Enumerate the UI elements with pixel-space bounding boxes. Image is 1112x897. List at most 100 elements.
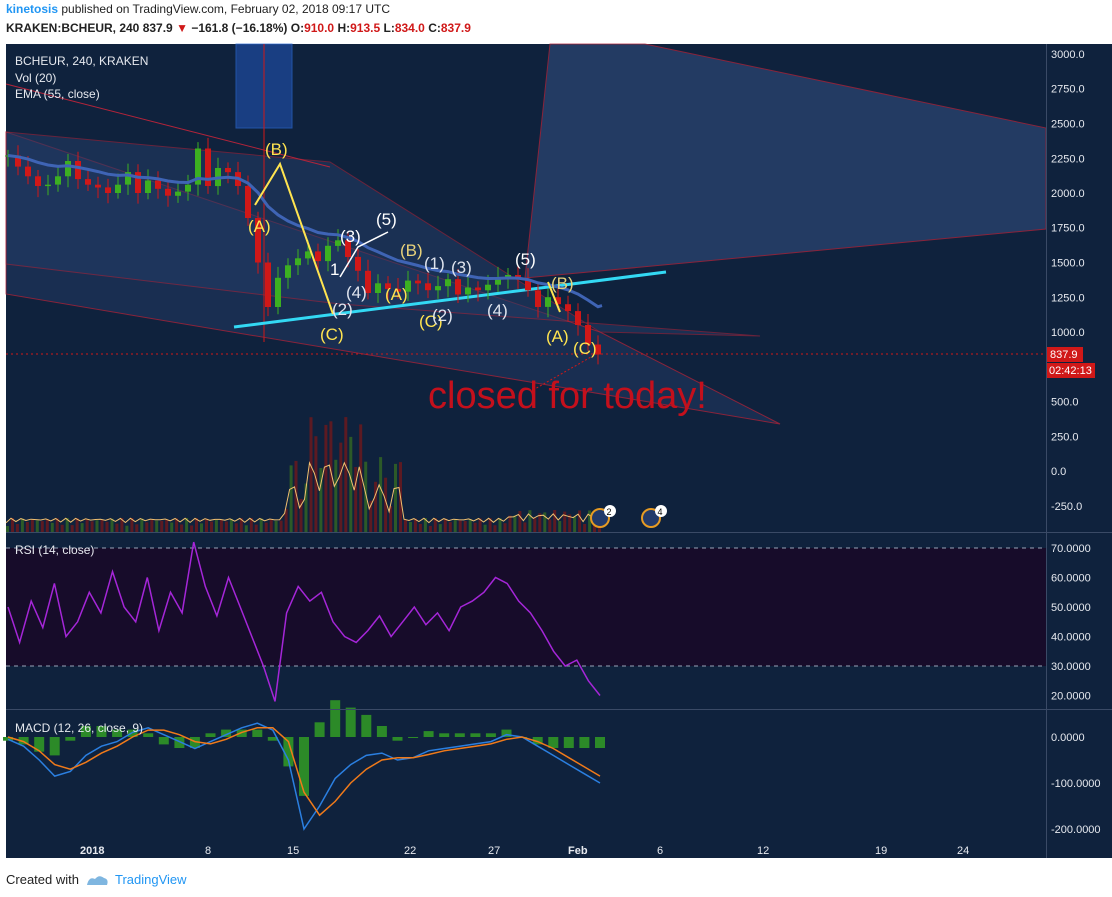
macd-histogram-bar [127,729,138,737]
wave-label: (A) [248,217,271,236]
macd-title: MACD (12, 26, close, 9) [15,721,143,735]
candle-body [195,148,201,185]
event-badge [655,505,667,517]
price-tick: 2250.0 [1051,153,1085,165]
rsi-tick: 30.0000 [1051,661,1091,673]
macd-histogram-bar [49,737,60,756]
volume-bar [259,518,263,532]
volume-bar [493,525,497,532]
macd-histogram-bar [283,737,294,767]
macd-histogram-bar [408,737,419,738]
volume-bar [85,519,89,532]
tradingview-logo-icon[interactable] [85,873,109,887]
volume-bar [578,510,582,532]
volume-bar [498,518,502,532]
volume-bar [433,518,437,532]
wave-label: (2) [432,306,453,325]
overlay-layer: (A)(B)(C)(A)(B)(C)(3)(5)(4)(2)1 (1) (3)(2)… [6,140,1046,391]
price-tick: 1000.0 [1051,327,1085,339]
volume-bar [488,518,492,532]
volume-bar [45,519,49,532]
tradingview-link[interactable]: TradingView [114,872,187,887]
macd-pane[interactable] [6,710,1046,858]
macd-histogram-bar [361,714,372,737]
annotation-text[interactable]: closed for today! [428,375,707,417]
volume-bar [468,519,472,532]
signal-line [7,727,601,817]
change-value: −161.8 (−16.18%) [191,21,288,35]
macd-histogram-bar [314,722,325,737]
volume-bar [15,524,19,532]
volume-bar [329,421,333,532]
chart-canvas[interactable]: (A)(B)(C)(A)(B)(C)(3)(5)(4)(2)1 (1) (3)(2)… [0,42,1112,860]
volume-bar [588,510,592,532]
candle-body [575,311,581,325]
volume-bar [448,522,452,532]
volume-bar [503,523,507,532]
macd-histogram-bar [3,737,13,741]
macd-histogram-bar [595,737,605,748]
symbol-label: KRAKEN:BCHEUR, 240 [6,21,140,35]
volume-bar [513,515,517,532]
volume-bar [528,510,532,532]
volume-bar [279,520,283,532]
candle-body [165,188,171,196]
wave-line-impulse [339,231,389,278]
candle-body [45,184,51,187]
volume-bar [548,519,552,532]
rsi-series [6,541,1046,702]
volume-bar [30,519,34,532]
macd-histogram-bar [80,726,91,737]
candle-body [485,284,491,291]
volume-bar [11,518,14,532]
last-price-badge-text: 837.9 [1050,349,1078,361]
volume-bar [105,521,109,532]
volume-bar [264,522,268,532]
event-marker-1[interactable]: 2 [590,505,616,528]
created-with-label: Created with [6,872,79,887]
time-axis[interactable] [6,838,1046,858]
volume-bar [523,522,527,532]
volume-bar [379,457,383,532]
volume-bar [558,521,562,532]
volume-bar [65,518,69,532]
price-tick: 2750.0 [1051,84,1085,96]
macd-histogram-bar [158,737,169,745]
macd-histogram-bar [376,726,387,737]
candle-body [335,240,341,246]
volume-bar [478,518,482,532]
volume-bar [344,417,348,532]
candle-body [415,280,421,284]
price-tick: 1250.0 [1051,292,1085,304]
volume-bar [354,467,358,532]
event-icon [641,508,661,528]
author-link[interactable]: kinetosis [6,2,59,16]
wave-label: (A) [546,327,569,346]
candle-body [245,186,251,218]
volume-bar [50,522,54,532]
publish-info: kinetosis published on TradingView.com, … [6,2,390,16]
price-tick: 3000.0 [1051,49,1085,61]
macd-histogram-bar [221,729,232,737]
volume-bar [190,525,194,532]
footer: Created with TradingView [6,872,187,887]
volume-bar [20,518,24,532]
chart-area[interactable]: (A) (B) (C) (A) (B) (C) (3) (5) (4) (2) 1 (1) (3) (2)… [0,42,1112,860]
wave-label: 1 [330,260,339,279]
wave-line-abc [254,161,334,315]
countdown-badge-text: 02:42:13 [1049,365,1092,377]
event-marker-2[interactable]: 4 [641,505,667,528]
candle-body [365,270,371,293]
candle-body [25,166,31,177]
wave-label: (4) [346,283,367,302]
wave-label: (3) [340,227,361,246]
wave-label: (5) [376,210,397,229]
volume-bar [428,525,432,532]
rsi-tick: 50.0000 [1051,602,1091,614]
price-scale[interactable] [1046,44,1112,858]
volume-bar [369,500,373,532]
macd-histogram-bar [143,733,154,737]
macd-histogram-bar [470,733,481,737]
price-tick: -250.0 [1051,501,1082,513]
volume-bar [538,513,542,532]
